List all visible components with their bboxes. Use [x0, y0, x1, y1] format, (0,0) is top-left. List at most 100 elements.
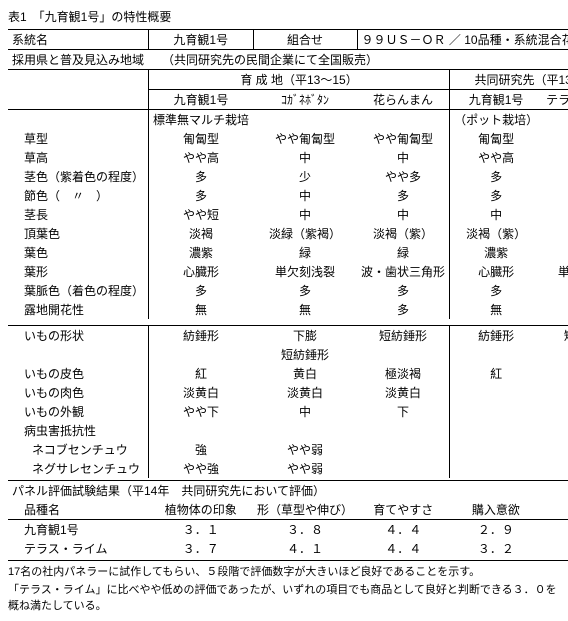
imo-value: やや下	[149, 402, 254, 421]
blank-cell	[542, 110, 568, 130]
imo-value: 短紡錘形	[253, 345, 357, 364]
imo-label: ネグサレセンチュウ	[8, 459, 149, 478]
trait-value: 緑	[253, 243, 357, 262]
trait-value: 無	[450, 300, 543, 319]
imo-value: 短紡錘形	[542, 326, 568, 346]
imo-value	[542, 402, 568, 421]
imo-value: 強	[149, 440, 254, 459]
trait-label: 節色（ 〃 ）	[8, 186, 149, 205]
trait-label: 頂葉色	[8, 224, 149, 243]
blank-cell	[542, 500, 568, 520]
trait-value: 心臓形	[450, 262, 543, 281]
blank-cell	[450, 345, 543, 364]
blank-cell	[8, 345, 149, 364]
imo-value: 紡錘形	[450, 326, 543, 346]
imo-value	[542, 459, 568, 478]
trait-value: 淡褐	[149, 224, 254, 243]
imo-value: やや弱	[253, 440, 357, 459]
trait-value: 中	[253, 186, 357, 205]
panel-col-header: 品種名	[8, 500, 149, 520]
blank-cell	[8, 90, 149, 110]
blank-cell	[542, 345, 568, 364]
imo-value	[357, 459, 450, 478]
imo-value: 淡黄白	[357, 383, 450, 402]
imo-value: 極淡褐	[357, 364, 450, 383]
trait-label: 露地開花性	[8, 300, 149, 319]
blank-cell	[8, 558, 568, 561]
blank-cell	[253, 110, 357, 130]
panel-col-header: 形（草型や伸び）	[253, 500, 357, 520]
trait-value: 濃紫	[450, 243, 543, 262]
imo-value: 下膨	[253, 326, 357, 346]
panel-row-name: テラス・ライム	[8, 539, 149, 558]
imo-value	[450, 402, 543, 421]
trait-value: 無	[253, 300, 357, 319]
trait-label: 草高	[8, 148, 149, 167]
cultivation-left: 標準無マルチ栽培	[149, 110, 254, 130]
panel-title: パネル評価試験結果（平14年 共同研究先において評価）	[8, 481, 568, 501]
trait-value: 多	[149, 281, 254, 300]
imo-label: 病虫害抵抗性	[8, 421, 149, 440]
imo-value: 短紡錘形	[357, 326, 450, 346]
col-header: テラス・ライム	[542, 90, 568, 110]
trait-value: 淡褐（紫）	[357, 224, 450, 243]
adoption-row: 採用県と普及見込み地域 （共同研究先の民間企業にて全国販売）	[8, 50, 568, 70]
trait-value: 無	[149, 300, 254, 319]
imo-label: いもの肉色	[8, 383, 149, 402]
trait-value: 多	[149, 167, 254, 186]
col-header: 九育観1号	[450, 90, 543, 110]
trait-value: 中	[253, 205, 357, 224]
imo-value	[450, 440, 543, 459]
table-caption: 表1 「九育観1号」の特性概要	[8, 8, 560, 25]
panel-row-name: 九育観1号	[8, 520, 149, 540]
combo-value: ９９ＵＳ－ＯＲ ／ 10品種・系統混合花粉	[357, 30, 568, 50]
trait-value: 黄緑	[542, 243, 568, 262]
imo-value: 紅	[542, 364, 568, 383]
trait-value: 緑	[357, 243, 450, 262]
cultivation-right: （ポット栽培）	[450, 110, 543, 130]
trait-value: 中	[357, 205, 450, 224]
imo-value	[357, 421, 450, 440]
imo-value: 淡黄白	[149, 383, 254, 402]
trait-value: 黄緑	[542, 224, 568, 243]
trait-label: 草型	[8, 129, 149, 148]
blank-cell	[8, 70, 149, 90]
trait-value: 微	[542, 300, 568, 319]
panel-row-value: ３．２	[450, 539, 543, 558]
kyodo-header: 共同研究先（平13～15）	[450, 70, 568, 90]
trait-value: やや高	[542, 148, 568, 167]
imo-label: いもの皮色	[8, 364, 149, 383]
imo-label: いもの外観	[8, 402, 149, 421]
blank-cell	[149, 345, 254, 364]
col-header: ｺｶﾞﾈﾎﾞﾀﾝ	[253, 90, 357, 110]
trait-label: 葉形	[8, 262, 149, 281]
imo-value: 下	[357, 402, 450, 421]
trait-label: 茎長	[8, 205, 149, 224]
blank-cell	[357, 110, 450, 130]
trait-value: やや匍匐型	[253, 129, 357, 148]
trait-value: 多	[253, 281, 357, 300]
trait-value: 単欠刻浅裂	[253, 262, 357, 281]
main-table: 系統名 九育観1号 組合せ ９９ＵＳ－ＯＲ ／ 10品種・系統混合花粉 採用県と…	[8, 29, 568, 561]
imo-value: 黄白	[253, 364, 357, 383]
panel-row-value: ４．１	[253, 539, 357, 558]
imo-label: いもの形状	[8, 326, 149, 346]
trait-value: 無	[542, 186, 568, 205]
imo-value	[450, 459, 543, 478]
col-header: 花らんまん	[357, 90, 450, 110]
trait-value: 淡緑（紫褐）	[253, 224, 357, 243]
trait-value: やや多	[357, 167, 450, 186]
trait-value: やや匍匐型	[357, 129, 450, 148]
trait-label: 葉色	[8, 243, 149, 262]
col-header: 九育観1号	[149, 90, 254, 110]
imo-value	[450, 383, 543, 402]
imo-value	[542, 421, 568, 440]
imo-value	[253, 421, 357, 440]
footnote: 「テラス・ライム」に比べやや低めの評価であったが、いずれの項目でも商品として良好…	[8, 581, 560, 613]
imo-value: やや弱	[253, 459, 357, 478]
trait-value: やや高	[149, 148, 254, 167]
trait-value: 中	[253, 148, 357, 167]
imo-value	[542, 440, 568, 459]
trait-value: 多	[450, 281, 543, 300]
blank-cell	[542, 520, 568, 540]
